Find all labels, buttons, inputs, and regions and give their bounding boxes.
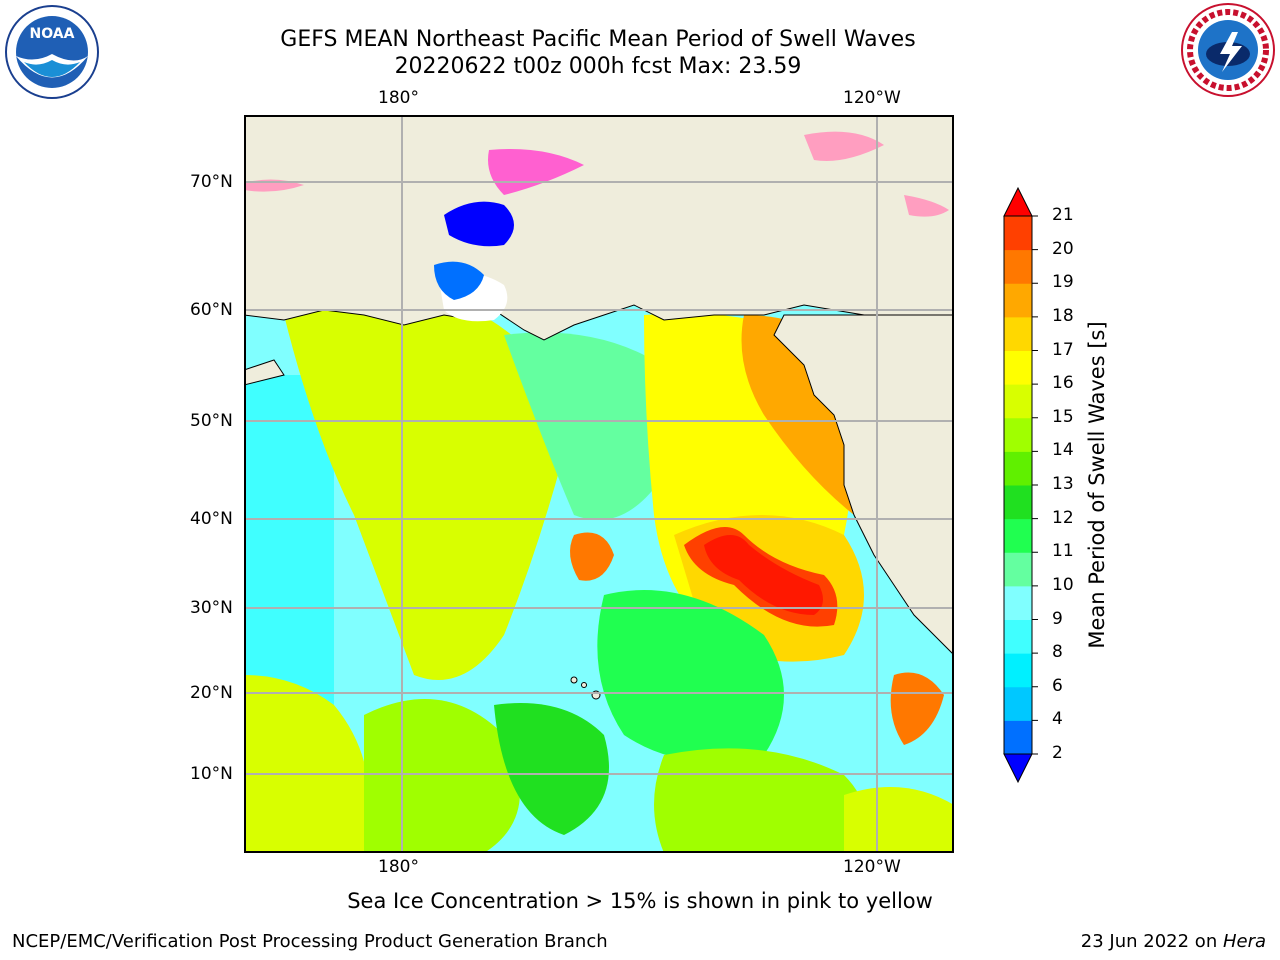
colorbar-band (1004, 283, 1032, 318)
colorbar-band (1004, 216, 1032, 251)
colorbar-tick-label: 10 (1052, 574, 1074, 595)
lat-tick-30n: 30°N (190, 598, 233, 618)
colorbar-tick-label: 14 (1052, 440, 1074, 461)
footer-credit: NCEP/EMC/Verification Post Processing Pr… (12, 931, 608, 952)
colorbar-under-triangle (1003, 753, 1033, 784)
colorbar-band (1004, 619, 1032, 654)
lat-tick-20n: 20°N (190, 683, 233, 703)
lat-tick-10n: 10°N (190, 764, 233, 784)
chart-title: GEFS MEAN Northeast Pacific Mean Period … (280, 27, 916, 52)
gridlines (244, 115, 954, 853)
lat-tick-40n: 40°N (190, 509, 233, 529)
colorbar-band (1004, 552, 1032, 587)
colorbar-band (1004, 686, 1032, 721)
colorbar-tick-label: 17 (1052, 339, 1074, 360)
colorbar-tick-label: 16 (1052, 373, 1074, 394)
colorbar-band (1004, 451, 1032, 486)
bottom-tick-120w: 120°W (843, 857, 901, 877)
nws-logo (1180, 2, 1276, 98)
colorbar-tick-label: 2 (1052, 743, 1063, 763)
sea-ice-note: Sea Ice Concentration > 15% is shown in … (347, 889, 933, 913)
colorbar-band (1004, 518, 1032, 553)
footer-date: 23 Jun 2022 on Hera (1081, 931, 1266, 952)
colorbar-band (1004, 653, 1032, 688)
footer-date-text: 23 Jun 2022 on (1080, 931, 1223, 952)
colorbar-tick-label: 19 (1052, 272, 1074, 293)
colorbar-tick-label: 20 (1052, 238, 1074, 259)
top-tick-120w: 120°W (843, 88, 901, 108)
colorbar-tick-label: 15 (1052, 406, 1074, 427)
colorbar-tick-label: 18 (1052, 305, 1074, 326)
colorbar-band (1004, 350, 1032, 385)
top-tick-180: 180° (378, 88, 419, 108)
colorbar-title: Mean Period of Swell Waves [s] (1085, 321, 1109, 649)
lat-tick-60n: 60°N (190, 300, 233, 320)
svg-text:NOAA: NOAA (30, 26, 75, 42)
colorbar-band (1004, 384, 1032, 419)
colorbar-tick-label: 12 (1052, 507, 1074, 528)
colorbar-band (1004, 485, 1032, 520)
noaa-logo: NOAA (4, 4, 100, 100)
swell-period-map (244, 115, 954, 853)
chart-subtitle: 20220622 t00z 000h fcst Max: 23.59 (394, 54, 802, 79)
colorbar-band (1004, 585, 1032, 620)
colorbar-tick-label: 9 (1052, 608, 1063, 629)
colorbar-band (1004, 720, 1032, 755)
colorbar-band (1004, 417, 1032, 452)
bottom-tick-180: 180° (378, 857, 419, 877)
lat-tick-50n: 50°N (190, 411, 233, 431)
colorbar-tick-label: 6 (1052, 675, 1063, 696)
colorbar (1000, 186, 1040, 790)
colorbar-band (1004, 316, 1032, 351)
footer-machine: Hera (1222, 931, 1266, 952)
lat-tick-70n: 70°N (190, 172, 233, 192)
colorbar-over-triangle (1003, 186, 1033, 217)
colorbar-tick-label: 8 (1052, 642, 1063, 663)
colorbar-tick-label: 13 (1052, 474, 1074, 494)
colorbar-band (1004, 249, 1032, 284)
colorbar-tick-label: 11 (1052, 541, 1074, 562)
colorbar-tick-label: 21 (1052, 205, 1074, 225)
colorbar-tick-label: 4 (1052, 709, 1063, 730)
